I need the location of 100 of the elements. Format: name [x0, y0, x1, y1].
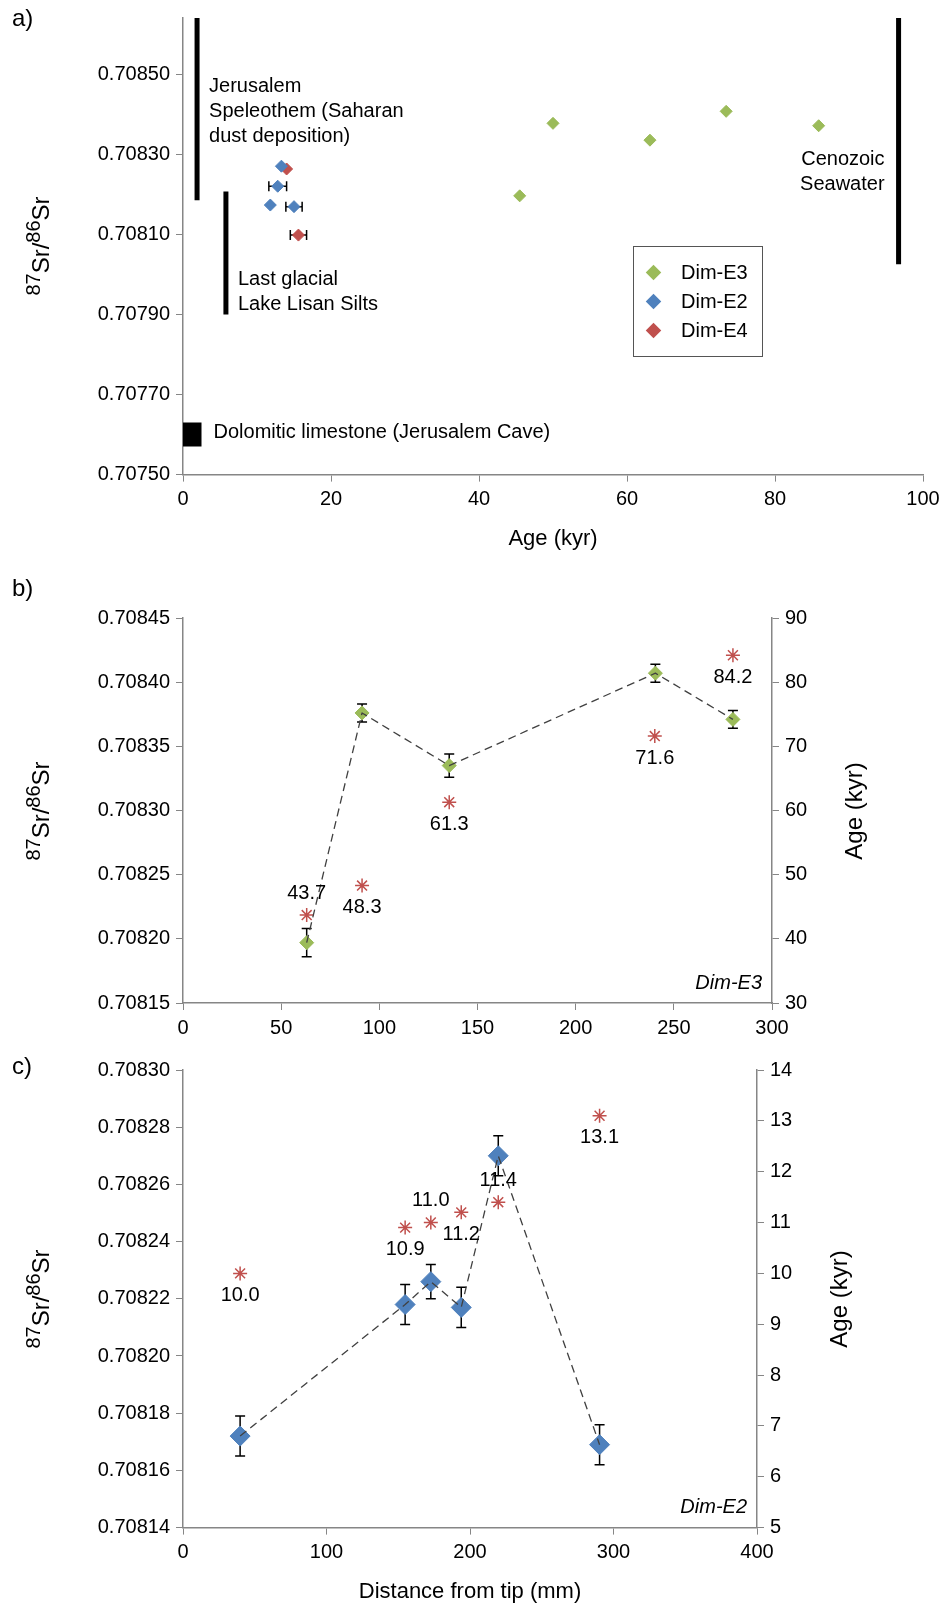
- point: [232, 1265, 248, 1282]
- point: [453, 1204, 469, 1221]
- point: [229, 1425, 251, 1447]
- point: [397, 1219, 413, 1236]
- annotation: Last glacial Lake Lisan Silts: [237, 266, 378, 314]
- y-tick-label: 0.70815: [97, 990, 170, 1013]
- y2-tick-label: 50: [785, 862, 808, 885]
- data-label: 10.9: [385, 1237, 425, 1260]
- point: [423, 1214, 439, 1231]
- point: [647, 728, 663, 744]
- y-tick-label: 0.70810: [97, 221, 170, 244]
- point: [263, 198, 277, 212]
- y2-tick-label: 11: [770, 1210, 791, 1233]
- y-tick-label: 0.70830: [97, 1057, 170, 1080]
- y-tick-label: 0.70770: [97, 382, 170, 405]
- y2-tick-label: 70: [785, 733, 808, 756]
- y2-axis-title: Age (kyr): [825, 1250, 853, 1348]
- y2-tick-label: 10: [770, 1260, 793, 1283]
- point: [513, 189, 527, 203]
- data-label: 71.6: [635, 745, 675, 768]
- legend-label: Dim-E4: [681, 318, 748, 342]
- y2-tick-label: 80: [785, 669, 808, 692]
- annotation: Dim-E2: [680, 1495, 747, 1518]
- y-tick-label: 0.70830: [97, 798, 170, 821]
- annotation: Dolomitic limestone (Jerusalem Cave): [213, 419, 551, 442]
- point: [591, 1108, 608, 1124]
- x-tick-label: 60: [615, 487, 639, 510]
- chart-title: b): [12, 574, 34, 602]
- y-tick-label: 0.70816: [97, 1457, 170, 1480]
- annotation: Jerusalem Speleothem (Saharan dust deposition): [209, 74, 404, 147]
- x-tick-label: 0: [177, 1015, 189, 1038]
- point: [812, 119, 826, 133]
- y2-tick-label: 5: [770, 1515, 782, 1538]
- point: [274, 159, 288, 173]
- y-tick-label: 0.70825: [97, 862, 170, 885]
- y2-tick-label: 12: [770, 1159, 793, 1182]
- y2-tick-label: 6: [770, 1464, 782, 1487]
- legend-label: Dim-E3: [681, 260, 748, 284]
- y-tick-label: 0.70824: [97, 1229, 170, 1252]
- data-label: 84.2: [713, 664, 753, 687]
- annotation: Cenozoic Seawater: [800, 146, 885, 194]
- point: [394, 1294, 416, 1316]
- y2-tick-label: 9: [770, 1311, 782, 1334]
- point: [450, 1296, 472, 1318]
- x-tick-label: 400: [740, 1540, 774, 1563]
- annotation: Dim-E3: [695, 970, 762, 993]
- point: [487, 1145, 509, 1167]
- y-tick-label: 0.70818: [97, 1400, 170, 1423]
- y-tick-label: 0.70850: [97, 61, 170, 84]
- point: [643, 133, 657, 147]
- point: [420, 1271, 442, 1293]
- point: [441, 758, 457, 774]
- y-tick-label: 0.70826: [97, 1171, 170, 1194]
- y-tick-label: 0.70820: [97, 1343, 170, 1366]
- point: [354, 877, 370, 894]
- point: [546, 116, 560, 130]
- y-tick-label: 0.70840: [97, 669, 170, 692]
- x-tick-label: 200: [558, 1015, 593, 1038]
- data-label: 48.3: [342, 895, 382, 918]
- y2-tick-label: 30: [785, 990, 808, 1013]
- point: [589, 1434, 611, 1456]
- x-tick-label: 50: [270, 1015, 293, 1038]
- x-tick-label: 20: [319, 487, 343, 510]
- x-tick-label: 40: [467, 487, 491, 510]
- y-tick-label: 0.70790: [97, 301, 170, 324]
- x-tick-label: 200: [453, 1540, 487, 1563]
- y2-tick-label: 60: [785, 798, 808, 821]
- x-tick-label: 100: [362, 1015, 397, 1038]
- x-tick-label: 100: [906, 487, 940, 510]
- x-axis-title: Age (kyr): [508, 524, 598, 550]
- point: [725, 647, 741, 663]
- y-tick-label: 0.70845: [97, 605, 170, 628]
- chart-title: a): [12, 4, 34, 32]
- y-tick-label: 0.70835: [97, 733, 170, 756]
- y2-tick-label: 90: [785, 605, 808, 628]
- y-tick-label: 0.70814: [97, 1515, 170, 1538]
- y2-tick-label: 13: [770, 1108, 793, 1131]
- data-label: 11.2: [442, 1221, 480, 1244]
- point: [719, 104, 733, 118]
- y2-tick-label: 40: [785, 926, 808, 949]
- data-label: 13.1: [580, 1125, 620, 1148]
- y-tick-label: 0.70820: [97, 926, 170, 949]
- x-tick-label: 0: [177, 1540, 189, 1563]
- legend-label: Dim-E2: [681, 289, 748, 313]
- x-tick-label: 80: [763, 487, 787, 510]
- point: [298, 907, 315, 923]
- data-label: 11.4: [479, 1167, 517, 1190]
- x-tick-label: 150: [460, 1015, 495, 1038]
- y2-tick-label: 8: [770, 1362, 782, 1385]
- data-label: 61.3: [429, 811, 469, 834]
- data-label: 11.0: [412, 1188, 450, 1211]
- y-tick-label: 0.70830: [97, 141, 170, 164]
- point: [299, 935, 315, 951]
- y-tick-label: 0.70750: [97, 462, 170, 485]
- x-tick-label: 250: [657, 1015, 691, 1038]
- point: [441, 794, 457, 810]
- y2-axis-title: Age (kyr): [840, 761, 868, 860]
- x-axis-title: Distance from tip (mm): [358, 1577, 582, 1603]
- x-tick-label: 0: [177, 487, 189, 510]
- point: [490, 1194, 507, 1210]
